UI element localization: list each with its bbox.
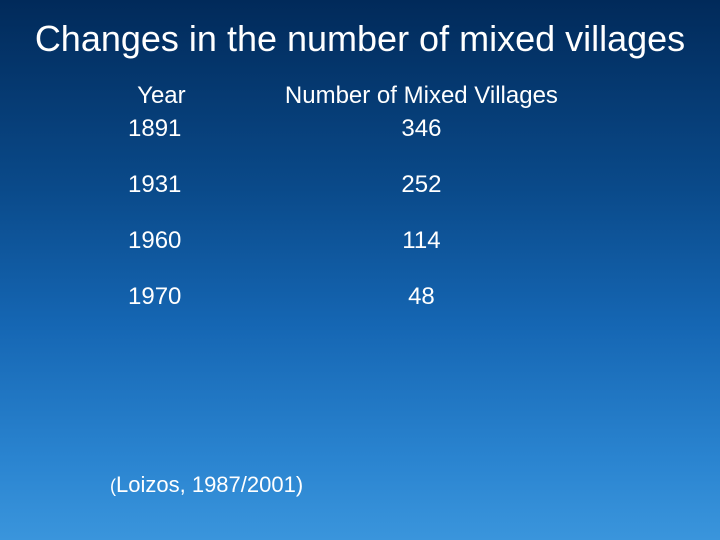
citation-text: (Loizos, 1987/2001) bbox=[110, 472, 303, 498]
column-header-year: Year bbox=[100, 77, 223, 113]
table-row: 1891 346 bbox=[100, 113, 620, 157]
citation-author: Loizos, bbox=[116, 472, 192, 497]
cell-year: 1960 bbox=[100, 213, 223, 269]
cell-value: 114 bbox=[223, 213, 620, 269]
column-header-count: Number of Mixed Villages bbox=[223, 77, 620, 113]
cell-year: 1970 bbox=[100, 269, 223, 325]
cell-value: 252 bbox=[223, 157, 620, 213]
slide-container: Changes in the number of mixed villages … bbox=[0, 0, 720, 540]
table-wrapper: Year Number of Mixed Villages 1891 346 1… bbox=[100, 77, 620, 325]
citation-years: 1987/2001) bbox=[192, 472, 303, 497]
table-row: 1970 48 bbox=[100, 269, 620, 325]
table-row: 1931 252 bbox=[100, 157, 620, 213]
cell-year: 1891 bbox=[100, 113, 223, 157]
slide-title: Changes in the number of mixed villages bbox=[30, 18, 690, 59]
cell-value: 346 bbox=[223, 113, 620, 157]
table-row: 1960 114 bbox=[100, 213, 620, 269]
mixed-villages-table: Year Number of Mixed Villages 1891 346 1… bbox=[100, 77, 620, 325]
cell-year: 1931 bbox=[100, 157, 223, 213]
table-header-row: Year Number of Mixed Villages bbox=[100, 77, 620, 113]
cell-value: 48 bbox=[223, 269, 620, 325]
